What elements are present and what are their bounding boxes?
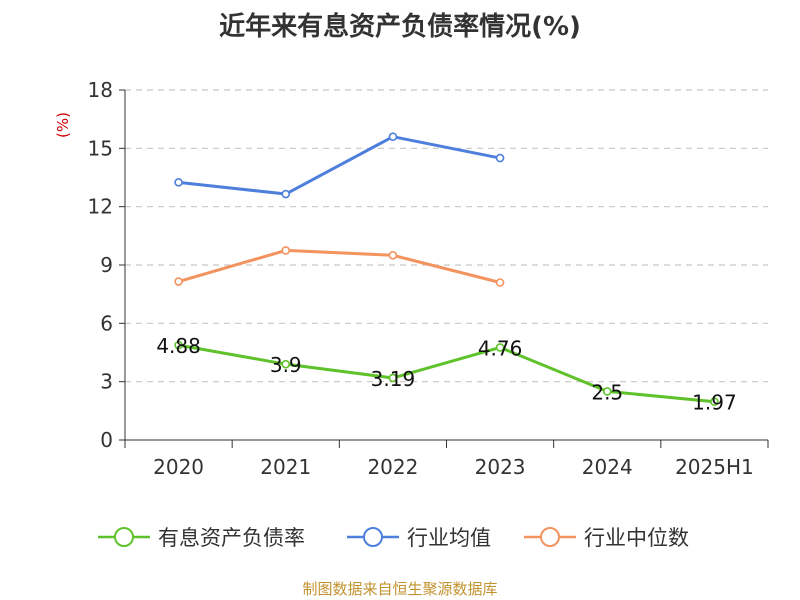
data-label: 3.19 [371,367,416,391]
y-tick-label: 6 [100,311,113,335]
legend[interactable]: 有息资产负债率 行业均值 行业中位数 [98,526,689,550]
x-tick-label: 2020 [153,455,204,479]
series-line-1 [177,135,502,196]
legend-marker [114,527,134,547]
series-point [710,397,719,406]
x-tick-label: 2021 [260,455,311,479]
series-point [388,132,398,141]
series-point [174,340,183,350]
legend-label: 行业均值 [407,526,491,550]
series-point [495,278,505,287]
legend-label: 行业中位数 [584,526,689,550]
data-labels: 4.88 3.9 3.19 4.76 2.5 1.97 [156,334,736,415]
y-tick-label: 12 [88,195,113,219]
legend-item-0[interactable]: 有息资产负债率 [98,526,305,550]
data-label: 1.97 [692,391,737,415]
series-point [388,250,398,260]
y-tick-label: 15 [88,136,113,160]
series-point [495,153,505,163]
series-point [602,387,612,396]
series-point [495,343,505,352]
source-note: 制图数据来自恒生聚源数据库 [302,580,498,598]
x-tick-label: 2022 [367,455,418,479]
legend-item-2[interactable]: 行业中位数 [524,526,689,550]
series-line-0 [177,343,716,404]
series-point [281,189,291,199]
series-point [388,373,398,383]
data-label: 4.88 [156,334,201,358]
data-label: 2.5 [591,380,623,404]
legend-marker [540,527,560,547]
x-tick-label: 2023 [475,455,526,479]
y-tick-label: 3 [100,370,113,394]
grid-lines [125,89,768,383]
legend-marker [363,527,383,547]
series-point [281,246,291,255]
series-group [174,132,719,406]
series-point [174,277,183,286]
series-line-2 [177,248,502,284]
x-tick-label: 2024 [582,455,633,479]
x-tick-label: 2025H1 [675,455,754,479]
y-tick-label: 18 [88,78,113,102]
axes: 0 3 6 9 12 15 18 (%) 2020 2021 2022 2023 2024 2025H1 [54,78,769,479]
legend-label: 有息资产负债率 [158,526,305,550]
y-tick-label: 9 [100,253,113,277]
chart-title: 近年来有息资产负债率情况(%) [219,12,581,42]
y-axis-label: (%) [54,112,72,138]
data-label: 3.9 [270,353,302,377]
y-tick-label: 0 [100,428,113,452]
data-label: 4.76 [478,336,523,360]
series-point [174,178,183,187]
legend-item-1[interactable]: 行业均值 [347,526,491,550]
series-point [281,359,291,369]
